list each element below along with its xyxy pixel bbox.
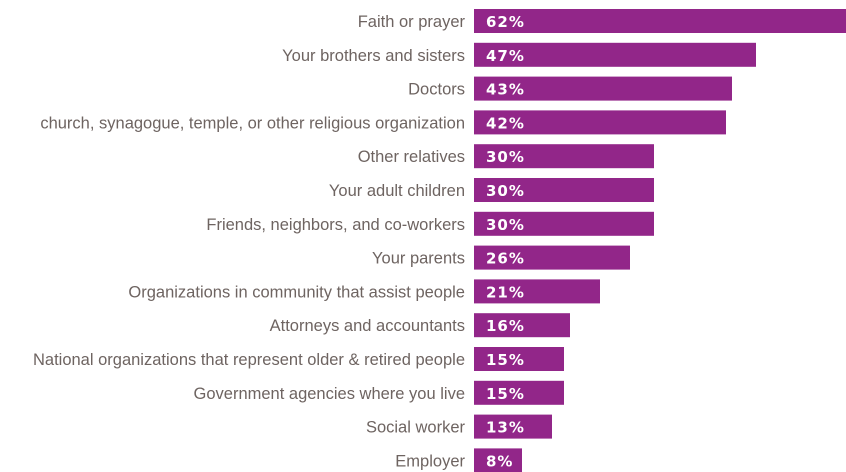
category-label: Attorneys and accountants — [270, 317, 465, 335]
bar — [474, 245, 630, 270]
category-labels-layer: Faith or prayer Your brothers and sisters… — [33, 13, 466, 470]
category-label: Social worker — [366, 419, 466, 437]
bar — [474, 448, 522, 472]
bar — [474, 110, 726, 135]
value-label: 30% — [486, 148, 525, 166]
value-label: 43% — [486, 81, 525, 99]
bar — [474, 42, 756, 67]
category-label: Friends, neighbors, and co-workers — [206, 216, 465, 234]
value-label: 8% — [486, 452, 513, 470]
bar — [474, 414, 552, 439]
value-label: 30% — [486, 216, 525, 234]
category-label: Your parents — [372, 250, 465, 268]
value-label: 15% — [486, 351, 525, 369]
category-label: Your brothers and sisters — [282, 47, 465, 65]
bar — [474, 380, 564, 405]
value-label: 13% — [486, 419, 525, 437]
bar — [474, 313, 570, 338]
value-label: 16% — [486, 317, 525, 335]
value-label: 21% — [486, 283, 525, 301]
category-label: Organizations in community that assist p… — [128, 283, 465, 301]
value-label: 26% — [486, 250, 525, 268]
category-label: Your adult children — [329, 182, 465, 200]
bar — [474, 211, 654, 236]
bar — [474, 144, 654, 169]
category-label: Government agencies where you live — [194, 385, 465, 403]
bar — [474, 9, 846, 33]
value-label: 30% — [486, 182, 525, 200]
category-label: church, synagogue, temple, or other reli… — [40, 114, 465, 132]
value-label: 15% — [486, 385, 525, 403]
bar — [474, 347, 564, 371]
bars-layer — [474, 9, 846, 472]
bar — [474, 178, 654, 202]
bar — [474, 279, 600, 304]
category-label: Faith or prayer — [358, 13, 466, 31]
bar — [474, 76, 732, 101]
value-label: 42% — [486, 114, 525, 132]
category-label: Employer — [395, 452, 465, 470]
category-label: National organizations that represent ol… — [33, 351, 465, 369]
value-label: 62% — [486, 13, 525, 31]
value-label: 47% — [486, 47, 525, 65]
category-label: Doctors — [408, 81, 465, 99]
value-labels-layer: 62% 47% 43% 42% 30% 30% 30% 26% 21% 16% 15% 15% 13% 8… — [486, 13, 525, 470]
category-label: Other relatives — [358, 148, 465, 166]
